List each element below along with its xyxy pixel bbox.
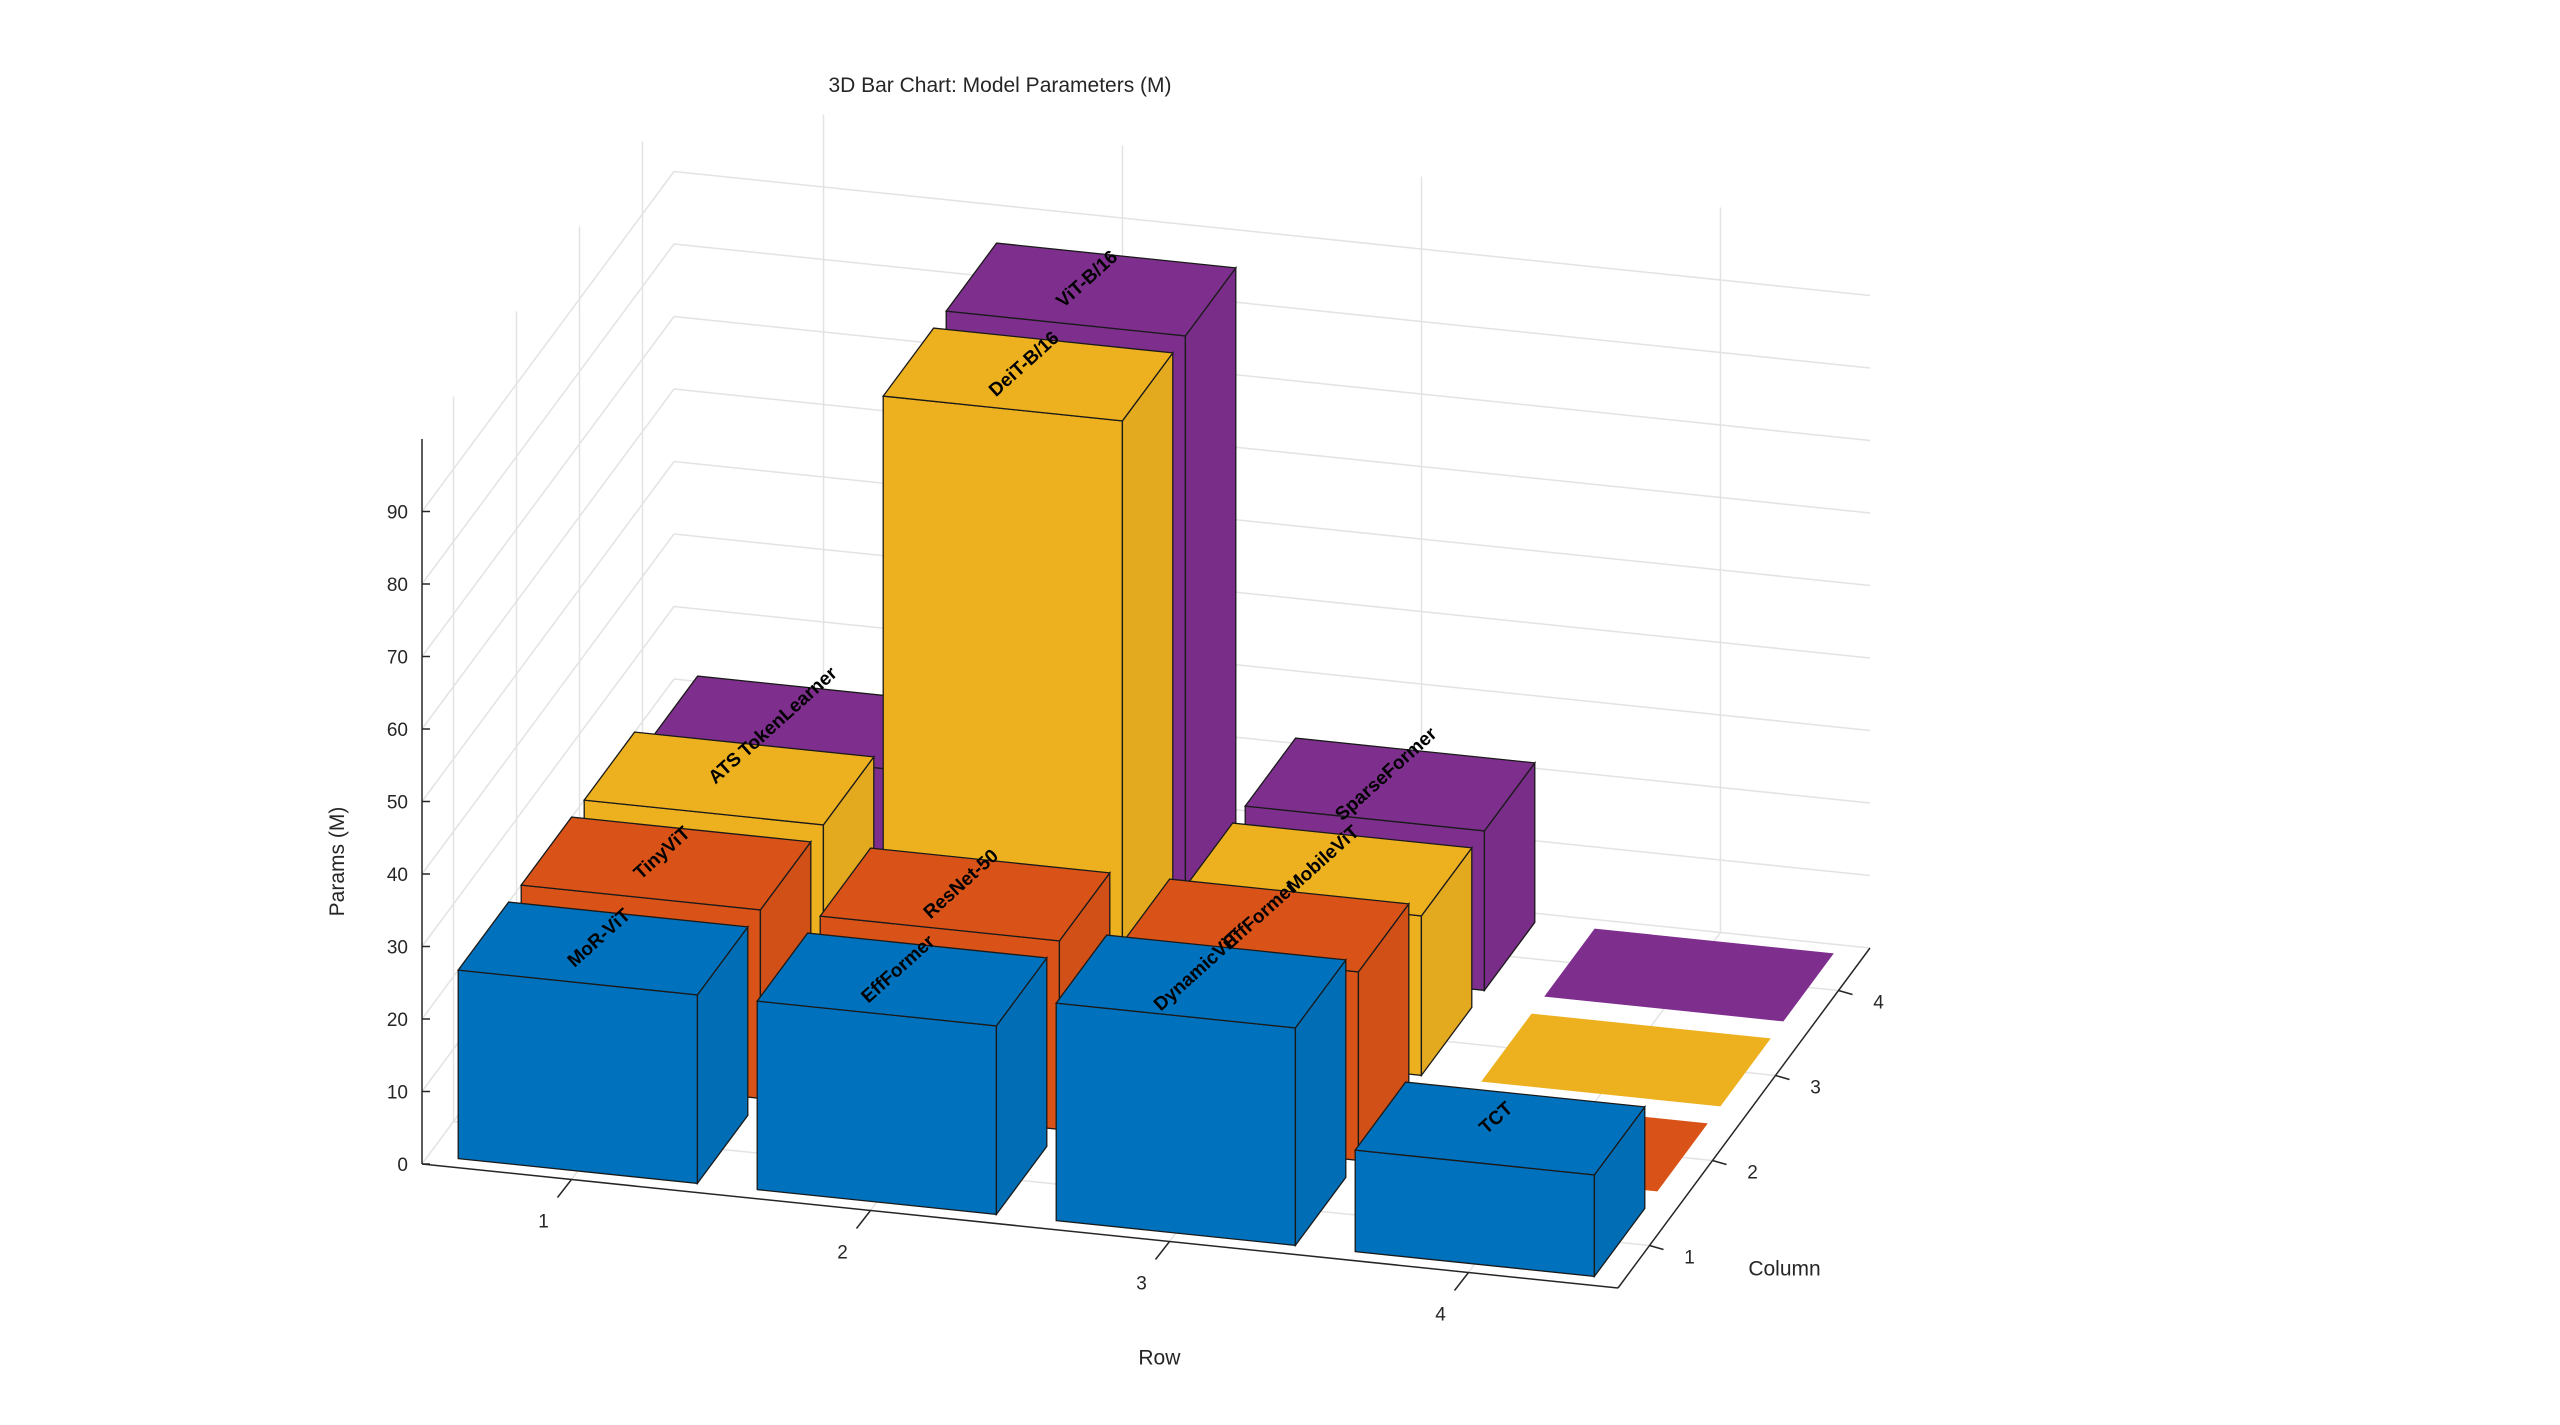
column-tick-label: 1 — [1684, 1248, 1695, 1269]
column-tick-mark — [1649, 1244, 1664, 1251]
axis-layer: 0 10 20 30 40 50 60 70 80 90 Params (M) 1 2 3 4 Row 1 2 3 4… — [326, 439, 1884, 1370]
bar-top-face — [519, 816, 813, 911]
z-tick-label: 40 — [387, 865, 408, 886]
bar-front-face — [457, 969, 699, 1185]
bar-top-face — [1243, 737, 1537, 832]
column-tick-mark — [1775, 1074, 1790, 1081]
bar-top-face — [1054, 934, 1348, 1029]
bar-top-face — [582, 731, 876, 826]
gridline-z-back — [673, 315, 1871, 442]
row-axis-line — [421, 1163, 1619, 1289]
gridline-z-back — [673, 170, 1871, 297]
gridline-z-back — [673, 533, 1871, 659]
bar-top-face — [881, 327, 1175, 422]
bar-front-face — [1055, 1002, 1297, 1247]
row-tick-mark — [1154, 1241, 1171, 1260]
row-tick-label: 4 — [1435, 1305, 1446, 1326]
z-tick-label: 80 — [387, 575, 408, 596]
column-tick-label: 3 — [1810, 1078, 1821, 1099]
bar-front-face — [756, 1000, 998, 1216]
bar-r3-c1 — [1054, 934, 1348, 1248]
row-tick-label: 3 — [1136, 1274, 1147, 1295]
gridline-z-back — [673, 460, 1871, 587]
bar-r4-c4 — [1544, 928, 1834, 1022]
chart-title: 3D Bar Chart: Model Parameters (M) — [828, 74, 1171, 97]
z-tick-label: 20 — [387, 1010, 408, 1031]
gridline-z-left — [421, 606, 675, 947]
row-tick-label: 1 — [538, 1212, 549, 1233]
bar-r4-c3 — [1481, 1013, 1771, 1107]
bar-r2-c1 — [755, 932, 1049, 1217]
row-tick-mark — [855, 1210, 872, 1229]
row-tick-mark — [1453, 1272, 1470, 1291]
gridline-z-left — [421, 461, 675, 802]
bar-top-face — [755, 932, 1049, 1027]
gridline-z-left — [421, 243, 675, 585]
bar-r4-c1 — [1353, 1081, 1647, 1279]
bar-top-face — [1353, 1081, 1647, 1176]
z-tick-label: 70 — [387, 648, 408, 669]
z-axis-label: Params (M) — [326, 807, 349, 917]
bar-r1-c1 — [456, 901, 750, 1186]
bar-top-face — [818, 847, 1112, 942]
column-axis-line — [1617, 947, 1871, 1289]
row-tick-label: 2 — [837, 1243, 848, 1264]
gridline-z-back — [673, 243, 1871, 369]
bar-top-face — [944, 242, 1238, 337]
bar-base-face — [1544, 928, 1834, 1022]
gridline-z-back — [673, 605, 1871, 732]
gridline-z-back — [673, 388, 1871, 514]
z-tick-label: 90 — [387, 503, 408, 524]
bar-base-face — [1481, 1013, 1771, 1107]
gridline-z-left — [421, 388, 675, 730]
z-tick-label: 0 — [397, 1155, 408, 1176]
gridline-z-left — [421, 316, 675, 657]
gridline-z-left — [421, 171, 675, 512]
row-tick-mark — [556, 1179, 573, 1198]
column-axis-label: Column — [1748, 1258, 1820, 1281]
column-tick-label: 2 — [1747, 1163, 1758, 1184]
bar-top-face — [456, 901, 750, 996]
z-tick-label: 30 — [387, 938, 408, 959]
z-tick-label: 10 — [387, 1083, 408, 1104]
z-tick-label: 50 — [387, 793, 408, 814]
gridline-z-left — [421, 533, 675, 875]
bars-layer — [456, 242, 1834, 1279]
column-tick-mark — [1838, 989, 1853, 996]
row-axis-label: Row — [1138, 1347, 1181, 1370]
z-tick-label: 60 — [387, 720, 408, 741]
column-tick-label: 4 — [1873, 993, 1884, 1014]
column-tick-mark — [1712, 1159, 1727, 1166]
